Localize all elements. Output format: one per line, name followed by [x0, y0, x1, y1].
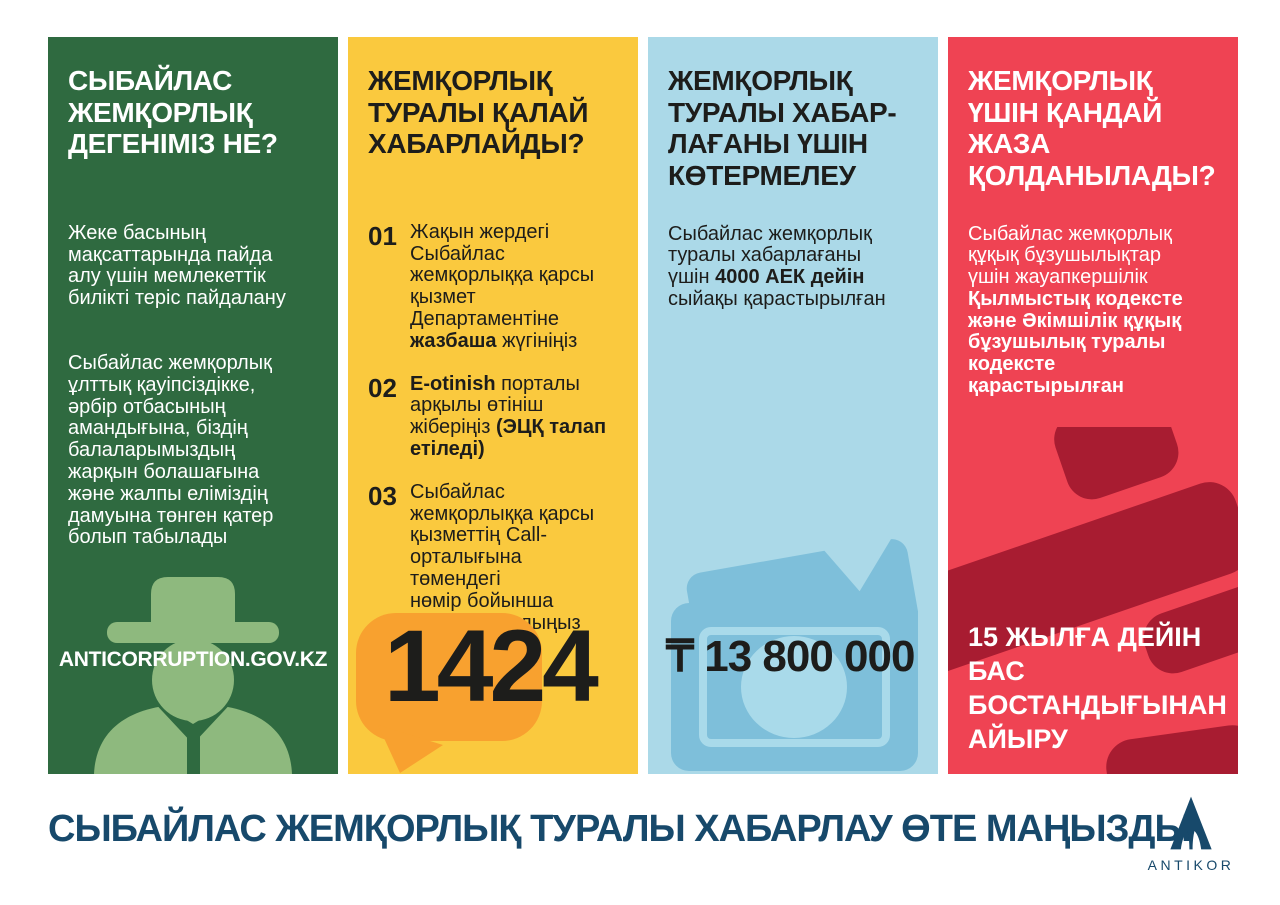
column-title: СЫБАЙЛАС ЖЕМҚОРЛЫҚ ДЕГЕНІМІЗ НЕ?	[68, 65, 278, 160]
definition-paragraph: Жеке басының мақсаттарында пайда алу үші…	[68, 221, 286, 310]
punishment-paragraph: Сыбайлас жемқорлық құқық бұзушылықтар үш…	[968, 222, 1218, 398]
threat-paragraph: Сыбайлас жемқорлық ұлттық қауіпсіздікке,…	[68, 352, 274, 549]
column-punishment: ЖЕМҚОРЛЫҚ ҮШІН ҚАНДАЙ ЖАЗА ҚОЛДАНЫЛАДЫ? …	[948, 37, 1238, 774]
reward-paragraph: Сыбайлас жемқорлық туралы хабарлағаны үш…	[668, 222, 918, 311]
reward-text-regular: сыйақы қарастырылған	[668, 287, 886, 310]
gavel-icon	[948, 427, 1238, 774]
step-text-bold: (ЭЦҚ талап етіледі)	[410, 416, 607, 461]
step-text-bold: жазбаша	[410, 329, 497, 352]
reward-amount: ₸ 13 800 000	[666, 632, 915, 681]
step-text: E-otinish порталы арқылы өтініш жіберіңі…	[410, 372, 607, 461]
speech-bubble-icon	[356, 613, 542, 773]
list-item-1: 01 Жақын жердегі Сыбайлас жемқорлыққа қа…	[368, 220, 618, 353]
column-what-is-corruption: СЫБАЙЛАС ЖЕМҚОРЛЫҚ ДЕГЕНІМІЗ НЕ? Жеке ба…	[48, 37, 338, 774]
punishment-text-bold: Қылмыстық кодексте және Әкімшілік құқық …	[968, 287, 1183, 398]
column-title: ЖЕМҚОРЛЫҚ ТУРАЛЫ ХАБАР- ЛАҒАНЫ ҮШІН КӨТЕ…	[668, 65, 897, 191]
reward-text-bold: 4000 АЕК дейін	[715, 266, 865, 289]
column-title: ЖЕМҚОРЛЫҚ ҮШІН ҚАНДАЙ ЖАЗА ҚОЛДАНЫЛАДЫ?	[968, 65, 1216, 191]
banknotes-icon	[671, 520, 918, 771]
hotline-number: 1424	[384, 609, 599, 723]
column-how-to-report: ЖЕМҚОРЛЫҚ ТУРАЛЫ ҚАЛАЙ ХАБАРЛАЙДЫ? 01 Жа…	[348, 37, 638, 774]
reward-text-regular: Сыбайлас жемқорлық туралы хабарлағаны үш…	[668, 222, 872, 289]
step-text-regular: Жақын жердегі Сыбайлас жемқорлыққа қарсы…	[410, 220, 595, 331]
antikor-logo: ANTIKOR	[1136, 796, 1246, 873]
anticorruption-website-label: ANTICORRUPTION.GOV.KZ	[58, 648, 328, 671]
list-item-2: 02 E-otinish порталы арқылы өтініш жібер…	[368, 372, 618, 461]
antikor-a-icon	[1170, 796, 1212, 850]
step-text-regular: жүгініңіз	[496, 329, 578, 352]
penalty-statement: 15 ЖЫЛҒА ДЕЙІН БАС БОСТАНДЫҒЫНАН АЙЫРУ	[968, 622, 1227, 755]
step-number: 01	[368, 220, 397, 251]
antikor-wordmark: ANTIKOR	[1147, 857, 1235, 873]
report-steps-list: 01 Жақын жердегі Сыбайлас жемқорлыққа қа…	[368, 220, 618, 635]
step-text-regular: порталы арқылы өтініш жіберіңіз	[410, 372, 580, 439]
footer-tagline: СЫБАЙЛАС ЖЕМҚОРЛЫҚ ТУРАЛЫ ХАБАРЛАУ ӨТЕ М…	[48, 808, 1192, 850]
step-number: 02	[368, 372, 397, 403]
step-number: 03	[368, 480, 397, 511]
punishment-text-regular: Сыбайлас жемқорлық құқық бұзушылықтар үш…	[968, 222, 1172, 289]
detective-icon	[94, 577, 292, 774]
step-text-bold: E-otinish	[410, 372, 496, 395]
column-title: ЖЕМҚОРЛЫҚ ТУРАЛЫ ҚАЛАЙ ХАБАРЛАЙДЫ?	[368, 65, 589, 160]
column-reward: ЖЕМҚОРЛЫҚ ТУРАЛЫ ХАБАР- ЛАҒАНЫ ҮШІН КӨТЕ…	[648, 37, 938, 774]
step-text: Жақын жердегі Сыбайлас жемқорлыққа қарсы…	[410, 220, 595, 353]
